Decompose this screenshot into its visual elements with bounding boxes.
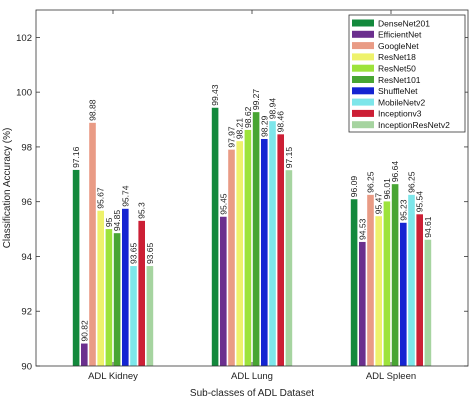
bar-resnet18-adl-lung bbox=[236, 141, 243, 366]
bar-densenet201-adl-kidney bbox=[72, 169, 80, 366]
legend-entry: InceptionResNetv2 bbox=[378, 120, 450, 130]
y-tick-label: 90 bbox=[21, 362, 32, 373]
bar-resnet101-adl-kidney bbox=[113, 233, 121, 366]
x-tick-label: ADL Spleen bbox=[366, 371, 416, 382]
legend-entry: Inceptionv3 bbox=[378, 109, 422, 119]
legend-swatch bbox=[352, 87, 374, 95]
y-axis-label: Classification Accuracy (%) bbox=[2, 128, 13, 249]
legend-entry: DenseNet201 bbox=[378, 18, 430, 28]
bar-densenet201-adl-lung bbox=[211, 107, 219, 366]
y-tick-label: 92 bbox=[21, 307, 32, 318]
bar-inceptionresnetv2-adl-kidney bbox=[146, 266, 154, 366]
bar-densenet201-adl-spleen bbox=[350, 199, 358, 366]
data-label: 96.01 bbox=[382, 178, 392, 200]
bar-inceptionresnetv2-adl-spleen bbox=[424, 239, 432, 366]
data-label: 95 bbox=[104, 217, 114, 227]
data-label: 96.09 bbox=[349, 176, 359, 198]
y-tick-label: 94 bbox=[21, 252, 32, 263]
x-axis-label: Sub-classes of ADL Dataset bbox=[190, 388, 314, 399]
legend-entry: ShuffleNet bbox=[378, 86, 418, 96]
bar-resnet101-adl-lung bbox=[252, 112, 260, 366]
legend-entry: ResNet101 bbox=[378, 75, 421, 85]
y-tick-label: 102 bbox=[16, 33, 32, 44]
bar-inceptionv3-adl-kidney bbox=[138, 220, 145, 366]
bar-resnet18-adl-kidney bbox=[97, 210, 104, 366]
y-tick-label: 98 bbox=[21, 142, 32, 153]
bar-mobilenetv2-adl-spleen bbox=[408, 194, 415, 366]
legend-swatch bbox=[352, 30, 374, 38]
bar-resnet50-adl-lung bbox=[244, 129, 252, 366]
data-label: 98.21 bbox=[235, 118, 245, 140]
data-label: 97.16 bbox=[71, 146, 81, 168]
bar-googlenet-adl-kidney bbox=[89, 122, 96, 366]
bar-efficientnet-adl-kidney bbox=[81, 343, 88, 366]
bar-mobilenetv2-adl-kidney bbox=[130, 266, 137, 366]
legend-swatch bbox=[352, 64, 374, 72]
data-label: 95.74 bbox=[120, 185, 130, 207]
legend: DenseNet201 EfficientNetGoogleNetResNet18… bbox=[348, 14, 466, 133]
x-tick-label: ADL Kidney bbox=[88, 371, 138, 382]
legend-entry: ResNet50 bbox=[378, 64, 416, 74]
data-label: 95.3 bbox=[137, 202, 147, 219]
bar-resnet50-adl-kidney bbox=[105, 229, 113, 366]
axes-layer: 90 92 94 96 98 100 102 ADL Kidney ADL Lung ADL Sp… bbox=[16, 9, 469, 382]
data-label: 98.62 bbox=[243, 106, 253, 128]
legend-entry: MobileNetv2 bbox=[378, 97, 426, 107]
bar-shufflenet-adl-kidney bbox=[122, 208, 129, 366]
bar-googlenet-adl-lung bbox=[228, 149, 235, 366]
data-label: 93.65 bbox=[129, 243, 139, 265]
data-label: 99.43 bbox=[210, 84, 220, 106]
data-label: 94.61 bbox=[423, 216, 433, 238]
legend-swatch bbox=[352, 53, 374, 61]
legend-swatch bbox=[352, 42, 374, 50]
bar-inceptionv3-adl-spleen bbox=[416, 214, 423, 366]
data-label: 90.82 bbox=[79, 320, 89, 342]
bar-resnet50-adl-spleen bbox=[383, 201, 391, 366]
data-label: 99.27 bbox=[251, 89, 261, 111]
bar-shufflenet-adl-spleen bbox=[400, 222, 407, 366]
bar-inceptionresnetv2-adl-lung bbox=[285, 170, 293, 366]
legend-entry: ResNet18 bbox=[378, 52, 416, 62]
data-label: 94.53 bbox=[357, 218, 367, 240]
legend-swatch bbox=[352, 121, 374, 129]
data-label: 96.64 bbox=[390, 161, 400, 183]
legend-entry: GoogleNet bbox=[378, 41, 419, 51]
legend-swatch bbox=[352, 109, 374, 117]
bars-layer bbox=[72, 107, 432, 367]
data-label: 95.23 bbox=[398, 199, 408, 221]
bar-mobilenetv2-adl-lung bbox=[269, 121, 276, 367]
data-label: 98.94 bbox=[268, 98, 278, 120]
data-label: 94.85 bbox=[112, 210, 122, 232]
legend-swatch bbox=[352, 98, 374, 106]
data-label: 93.65 bbox=[145, 243, 155, 265]
bar-shufflenet-adl-lung bbox=[261, 138, 268, 366]
data-label: 98.29 bbox=[259, 115, 269, 137]
data-label: 95.67 bbox=[96, 187, 106, 209]
legend-swatch bbox=[352, 76, 374, 83]
data-label: 97.97 bbox=[227, 126, 237, 148]
data-labels-layer: 97.16 99.43 96.09 90.82 95.45 94.53 98.88 97.97… bbox=[71, 84, 433, 341]
x-tick-label: ADL Lung bbox=[231, 371, 273, 382]
data-label: 95.45 bbox=[218, 193, 228, 215]
data-label: 95.47 bbox=[374, 193, 384, 215]
y-tick-label: 96 bbox=[21, 197, 32, 208]
bar-resnet18-adl-spleen bbox=[375, 216, 382, 366]
bar-googlenet-adl-spleen bbox=[367, 194, 374, 366]
bar-resnet101-adl-spleen bbox=[391, 184, 399, 366]
data-label: 96.25 bbox=[366, 171, 376, 193]
legend-entry: EfficientNet bbox=[378, 30, 422, 40]
data-label: 95.54 bbox=[415, 191, 425, 213]
data-label: 98.88 bbox=[88, 99, 98, 121]
data-label: 96.25 bbox=[407, 171, 417, 193]
data-label: 98.46 bbox=[276, 111, 286, 133]
bar-efficientnet-adl-lung bbox=[220, 216, 227, 366]
y-tick-label: 100 bbox=[16, 88, 32, 99]
bar-efficientnet-adl-spleen bbox=[359, 241, 366, 366]
data-label: 97.15 bbox=[284, 147, 294, 169]
legend-swatch bbox=[352, 19, 374, 27]
bar-inceptionv3-adl-lung bbox=[277, 134, 284, 366]
